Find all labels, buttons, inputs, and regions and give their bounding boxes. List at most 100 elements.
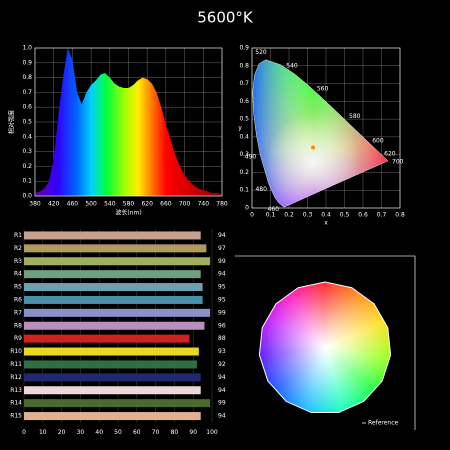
value-label: 88 bbox=[218, 335, 226, 342]
category-label: R14 bbox=[10, 400, 22, 407]
bar bbox=[24, 244, 207, 253]
bar bbox=[24, 257, 211, 266]
category-label: R13 bbox=[10, 387, 22, 394]
locus-white bbox=[252, 59, 389, 208]
x-tick-label: 0 bbox=[250, 212, 254, 219]
y-tick-label: 0.5 bbox=[22, 119, 32, 126]
category-label: R4 bbox=[14, 271, 22, 278]
bar bbox=[24, 399, 211, 408]
wavelength-label: 700 bbox=[392, 159, 404, 166]
value-label: 97 bbox=[218, 245, 226, 252]
x-tick-label: 0.4 bbox=[321, 212, 331, 219]
value-label: 94 bbox=[218, 232, 226, 239]
y-tick-label: 0.9 bbox=[239, 45, 249, 52]
wavelength-label: 560 bbox=[317, 86, 329, 93]
wavelength-label: 520 bbox=[255, 49, 267, 56]
y-tick-label: 0.7 bbox=[239, 80, 249, 87]
x-tick-label: 0.2 bbox=[284, 212, 294, 219]
x-tick-label: 60 bbox=[133, 429, 141, 436]
bar bbox=[24, 295, 203, 304]
x-tick-label: 0 bbox=[22, 429, 26, 436]
x-tick-label: 420 bbox=[48, 201, 60, 208]
x-tick-label: 10 bbox=[39, 429, 47, 436]
x-tick-label: 0.5 bbox=[340, 212, 350, 219]
plot-frame bbox=[34, 47, 223, 197]
bar bbox=[24, 283, 203, 292]
y-tick-label: 0.5 bbox=[239, 116, 249, 123]
y-tick-label: 0.3 bbox=[239, 151, 249, 158]
value-label: 95 bbox=[218, 284, 226, 291]
y-tick-label: 0.7 bbox=[22, 89, 32, 96]
wavelength-label: 600 bbox=[372, 137, 384, 144]
y-tick-label: 0.4 bbox=[22, 133, 32, 140]
bar bbox=[24, 334, 190, 343]
category-label: R10 bbox=[10, 348, 22, 355]
category-label: R11 bbox=[10, 361, 22, 368]
x-tick-label: 500 bbox=[85, 201, 97, 208]
x-tick-label: 700 bbox=[179, 201, 191, 208]
x-tick-label: 0.7 bbox=[377, 212, 387, 219]
y-tick-label: 0.4 bbox=[239, 133, 249, 140]
y-tick-label: 0.9 bbox=[22, 59, 32, 66]
x-tick-label: 20 bbox=[58, 429, 66, 436]
x-tick-label: 0.8 bbox=[395, 212, 405, 219]
x-tick-label: 40 bbox=[95, 429, 103, 436]
y-tick-label: 1.0 bbox=[22, 45, 32, 52]
x-tick-label: 80 bbox=[171, 429, 179, 436]
white-point bbox=[311, 145, 316, 150]
x-tick-label: 620 bbox=[141, 201, 153, 208]
wavelength-label: 580 bbox=[349, 113, 361, 120]
plot-frame bbox=[251, 47, 401, 209]
y-tick-label: 0.6 bbox=[22, 104, 32, 111]
y-tick-label: 0.0 bbox=[22, 193, 32, 200]
y-tick-label: 0.8 bbox=[239, 62, 249, 69]
category-label: R8 bbox=[14, 322, 22, 329]
x-tick-label: 50 bbox=[114, 429, 122, 436]
value-label: 99 bbox=[218, 400, 226, 407]
x-tick-label: 780 bbox=[216, 201, 228, 208]
bar bbox=[24, 386, 201, 395]
x-tick-label: 90 bbox=[189, 429, 197, 436]
spectrum-area bbox=[35, 48, 222, 196]
value-label: 94 bbox=[218, 271, 226, 278]
y-tick-label: 0.3 bbox=[22, 148, 32, 155]
category-label: R9 bbox=[14, 335, 22, 342]
x-tick-label: 70 bbox=[152, 429, 160, 436]
bar bbox=[24, 412, 201, 421]
value-label: 96 bbox=[218, 322, 226, 329]
x-tick-label: 580 bbox=[123, 201, 135, 208]
page-title: 5600°K bbox=[197, 9, 254, 27]
value-label: 95 bbox=[218, 296, 226, 303]
wavelength-label: 620 bbox=[384, 150, 396, 157]
y-axis-label: y bbox=[238, 125, 242, 132]
x-tick-label: 30 bbox=[77, 429, 85, 436]
bar bbox=[24, 360, 197, 369]
y-tick-label: 0.6 bbox=[239, 98, 249, 105]
value-label: 92 bbox=[218, 361, 226, 368]
bar bbox=[24, 347, 199, 356]
x-tick-label: 380 bbox=[29, 201, 41, 208]
value-label: 99 bbox=[218, 258, 226, 265]
category-label: R15 bbox=[10, 413, 22, 420]
value-label: 99 bbox=[218, 309, 226, 316]
x-tick-label: 540 bbox=[104, 201, 116, 208]
x-tick-label: 460 bbox=[67, 201, 79, 208]
x-tick-label: 660 bbox=[160, 201, 172, 208]
y-tick-label: 0.1 bbox=[239, 187, 249, 194]
bar bbox=[24, 231, 201, 240]
x-tick-label: 0.6 bbox=[358, 212, 368, 219]
legend-label: Reference bbox=[368, 420, 399, 427]
color-vector-wheel bbox=[259, 282, 391, 413]
value-label: 94 bbox=[218, 413, 226, 420]
x-tick-label: 0.3 bbox=[303, 212, 313, 219]
bar bbox=[24, 321, 205, 330]
value-label: 94 bbox=[218, 387, 226, 394]
bar bbox=[24, 308, 211, 317]
wavelength-label: 480 bbox=[255, 186, 267, 193]
wavelength-label: 540 bbox=[286, 63, 298, 70]
wavelength-label: 490 bbox=[245, 153, 257, 160]
category-label: R12 bbox=[10, 374, 22, 381]
category-label: R6 bbox=[14, 296, 22, 303]
